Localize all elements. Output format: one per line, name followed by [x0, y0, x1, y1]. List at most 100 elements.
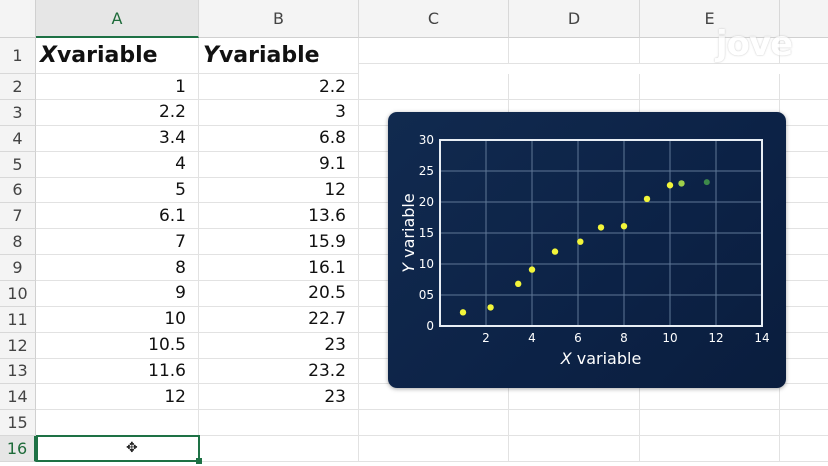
cell-y-value[interactable]: 9.1 — [199, 151, 359, 178]
cell[interactable] — [640, 436, 780, 462]
cell[interactable] — [780, 38, 828, 65]
cell-x-value[interactable]: 12 — [36, 384, 199, 411]
cell-x-value[interactable]: 5 — [36, 177, 199, 204]
row-header-14[interactable]: 14 — [0, 384, 36, 411]
data-point — [597, 224, 605, 231]
cell[interactable] — [359, 436, 509, 462]
x-axis-label: X variable — [560, 349, 642, 368]
cell[interactable] — [780, 333, 828, 359]
row-header-12[interactable]: 12 — [0, 332, 36, 359]
cell[interactable] — [780, 307, 828, 333]
cell[interactable] — [509, 74, 640, 100]
cell[interactable] — [199, 436, 359, 462]
cell-x-value[interactable]: 6.1 — [36, 203, 199, 230]
cell-y-value[interactable]: 20.5 — [199, 280, 359, 307]
cell-y-value[interactable]: 23 — [199, 384, 359, 411]
row-header-5[interactable]: 5 — [0, 151, 36, 178]
row-header-4[interactable]: 4 — [0, 125, 36, 152]
cell[interactable] — [780, 255, 828, 281]
column-header-c[interactable]: C — [359, 0, 509, 38]
cell[interactable] — [780, 203, 828, 230]
cell-y-value[interactable]: 13.6 — [199, 203, 359, 230]
cell[interactable] — [780, 436, 828, 462]
cell[interactable] — [640, 74, 780, 100]
cell[interactable] — [359, 38, 509, 65]
cell-x-value[interactable]: 7 — [36, 229, 199, 256]
row-header-1[interactable]: 1 — [0, 38, 36, 75]
cell-x-value[interactable]: 10.5 — [36, 332, 199, 359]
select-all-corner[interactable] — [0, 0, 36, 38]
cell-x-value[interactable]: 2.2 — [36, 99, 199, 126]
column-header-d[interactable]: D — [509, 0, 640, 38]
row-header-15[interactable]: 15 — [0, 410, 36, 437]
row-header-7[interactable]: 7 — [0, 203, 36, 230]
cell-y-value[interactable]: 2.2 — [199, 74, 359, 100]
data-point — [643, 195, 651, 203]
cell[interactable] — [780, 384, 828, 411]
cell-y-value[interactable]: 15.9 — [199, 229, 359, 256]
cell[interactable] — [780, 178, 828, 204]
row-header-11[interactable]: 11 — [0, 306, 36, 333]
cell-x-value[interactable]: 1 — [36, 74, 199, 100]
cell[interactable] — [780, 74, 828, 100]
cell[interactable] — [509, 384, 640, 411]
row-header-3[interactable]: 3 — [0, 99, 36, 126]
row-header-2[interactable]: 2 — [0, 74, 36, 100]
cell[interactable] — [509, 38, 640, 65]
cell-y-value[interactable]: 23 — [199, 332, 359, 359]
column-header-b[interactable]: B — [199, 0, 359, 38]
cell[interactable] — [359, 74, 509, 100]
cell[interactable] — [780, 229, 828, 256]
cell[interactable] — [640, 38, 780, 65]
column-header-f[interactable] — [780, 0, 828, 38]
cell[interactable] — [780, 100, 828, 126]
row-header-16[interactable]: 16 — [0, 436, 36, 462]
cell[interactable] — [359, 410, 509, 437]
cell-y-value[interactable]: 3 — [199, 99, 359, 126]
x-tick-label: 2 — [482, 331, 490, 345]
column-header-e[interactable]: E — [640, 0, 780, 38]
cell-x-value[interactable]: 8 — [36, 255, 199, 281]
cell[interactable] — [509, 410, 640, 437]
cell-x-value[interactable]: 11.6 — [36, 358, 199, 385]
cell[interactable] — [780, 152, 828, 178]
cell-a1-header[interactable]: X variable — [36, 38, 199, 75]
cell-y-value[interactable]: 23.2 — [199, 358, 359, 385]
cell[interactable] — [359, 384, 509, 411]
cell-y-value[interactable]: 22.7 — [199, 306, 359, 333]
cell[interactable] — [640, 384, 780, 411]
fill-handle[interactable] — [196, 458, 202, 464]
cell-y-value[interactable]: 6.8 — [199, 125, 359, 152]
data-point — [551, 248, 559, 255]
active-cell-a16[interactable] — [36, 435, 200, 462]
x-tick-label: 8 — [620, 331, 628, 345]
y-tick-label: 15 — [419, 226, 434, 240]
cell[interactable] — [780, 410, 828, 437]
cell-b1-header[interactable]: Y variable — [199, 38, 359, 75]
row-header-13[interactable]: 13 — [0, 358, 36, 385]
cell[interactable] — [509, 436, 640, 462]
data-point — [666, 182, 674, 189]
y-tick-label: 20 — [419, 195, 434, 209]
cell[interactable] — [36, 410, 199, 437]
row-header-8[interactable]: 8 — [0, 229, 36, 256]
cell[interactable] — [780, 126, 828, 152]
cell-x-value[interactable]: 3.4 — [36, 125, 199, 152]
cell[interactable] — [199, 410, 359, 437]
row-header-6[interactable]: 6 — [0, 177, 36, 204]
cell-x-value[interactable]: 9 — [36, 280, 199, 307]
cell-x-value[interactable]: 4 — [36, 151, 199, 178]
scatter-chart[interactable]: 2 4 6 8 10 12 14 0 05 10 15 20 25 30 X variable Y varia… — [388, 112, 786, 388]
data-point — [620, 222, 628, 230]
x-tick-label: 6 — [574, 331, 582, 345]
cell[interactable] — [640, 410, 780, 437]
cell-y-value[interactable]: 12 — [199, 177, 359, 204]
plot-area-frame — [439, 139, 763, 327]
cell[interactable] — [780, 359, 828, 385]
row-header-9[interactable]: 9 — [0, 255, 36, 281]
column-header-a[interactable]: A — [36, 0, 199, 38]
row-header-10[interactable]: 10 — [0, 280, 36, 307]
cell-y-value[interactable]: 16.1 — [199, 255, 359, 281]
cell[interactable] — [780, 281, 828, 307]
cell-x-value[interactable]: 10 — [36, 306, 199, 333]
